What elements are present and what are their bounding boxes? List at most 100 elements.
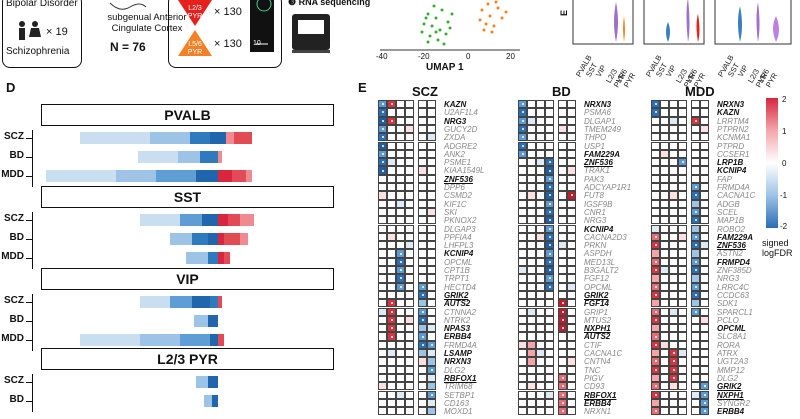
heatmap-cell [527,166,536,175]
gene-label: KCNIP4 [444,249,474,259]
heatmap-cell [545,224,554,233]
gene-label: FAP [717,174,732,184]
heatmap-cell [518,149,527,159]
heatmap-cell [405,183,414,192]
heatmap-cell [567,324,576,333]
expression-bar-segment [218,296,222,308]
heatmap-cell [396,299,405,308]
heatmap-cell [558,149,567,159]
heatmap-cell [405,357,414,366]
heatmap-cell [545,340,554,349]
heatmap-cell [405,100,414,109]
gene-label: PAK3 [584,174,604,184]
heatmap-cell [678,224,687,233]
significance-dot [521,136,524,139]
heatmap-cell [427,266,436,275]
cohort-box [2,0,82,68]
heatmap-cell [536,199,545,208]
gene-label: ROBO2 [717,224,746,234]
heatmap-cell [660,232,669,242]
heatmap-cell [418,290,427,300]
significance-dot [430,393,433,396]
heatmap-cell [678,207,687,217]
heatmap-cell [518,324,527,333]
heatmap-cell [558,299,567,308]
heatmap-cell [418,207,427,217]
heatmap-cell [518,299,527,308]
heatmap-cell [378,116,387,125]
expression-bar-segment [140,334,180,346]
heatmap-cell [691,116,700,125]
row-tick [26,401,32,402]
heatmap-cell [405,307,414,316]
heatmap-cell [518,274,527,283]
heatmap-cell [660,398,669,408]
significance-dot [430,368,433,371]
heatmap-cell [558,365,567,374]
disorder-row-label: MDD [1,251,24,262]
heatmap-cell [378,241,387,250]
heatmap-cell [418,249,427,258]
svg-text:PYR: PYR [188,49,202,56]
heatmap-cell [700,332,709,341]
brain-icon [108,0,148,18]
heatmap-cell [536,249,545,258]
gene-label: FRMD4A [444,340,477,350]
heatmap-cell [651,116,660,125]
heatmap-cell [536,282,545,291]
row-tick [26,176,32,177]
heatmap-cell [567,382,576,391]
significance-dot [548,194,551,197]
heatmap-cell [678,315,687,325]
scz-label: Schizophrenia [6,46,70,57]
gene-label: OPCML [717,324,746,334]
gene-label: CACNA1C [717,191,756,201]
gene-label: MED13L [584,257,616,267]
heatmap-cell [527,224,536,233]
heatmap-cell [669,133,678,142]
heatmap-cell [418,407,427,416]
significance-dot [654,285,657,288]
row-tick [26,157,32,158]
significance-dot [654,103,657,106]
heatmap-cell [700,199,709,208]
heatmap-cell [691,266,700,275]
heatmap-cell [378,166,387,175]
heatmap-cell [651,249,660,258]
heatmap-cell [396,315,405,325]
disorder-row-label: SCZ [4,213,24,224]
heatmap-cell [396,133,405,142]
heatmap-cell [387,216,396,225]
heatmap-cell [651,365,660,374]
heatmap-cell [678,349,687,358]
gene-label: TRIM68 [444,382,473,392]
row-tick [26,220,32,221]
heatmap-cell [527,183,536,192]
heatmap-cell [418,274,427,283]
heatmap-cell [651,257,660,266]
heatmap-cell [378,124,387,134]
row-axis [32,393,33,412]
gene-label: NRXN3 [717,100,745,109]
significance-dot [381,103,384,106]
significance-dot [703,385,706,388]
heatmap-cell [567,357,576,366]
heatmap-cell [387,207,396,217]
sequencer-icon [290,12,334,59]
heatmap-cell [545,207,554,217]
heatmap-cell [700,158,709,167]
heatmap-cell [660,357,669,366]
heatmap-cell [396,373,405,383]
heatmap-cell [378,340,387,349]
heatmap-cell [558,141,567,150]
row-axis [32,149,33,168]
row-tick [26,340,32,341]
heatmap-cell [545,282,554,291]
gene-label: CD93 [584,382,605,392]
gene-label: FGF12 [584,274,609,284]
heatmap-cell [396,257,405,266]
expression-bar-segment [240,214,254,226]
heatmap-cell [669,398,678,408]
expression-bar-segment [212,395,218,407]
gene-label: GRIK2 [717,382,742,392]
